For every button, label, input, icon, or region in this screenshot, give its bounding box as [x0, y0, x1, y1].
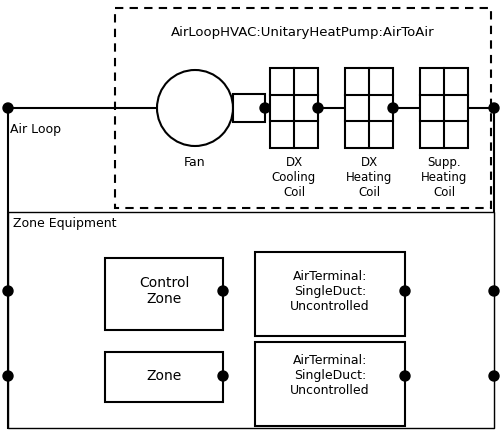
Circle shape	[3, 103, 13, 113]
Text: Fan: Fan	[184, 156, 205, 169]
Circle shape	[217, 286, 227, 296]
Circle shape	[313, 103, 322, 113]
Circle shape	[3, 286, 13, 296]
Circle shape	[217, 371, 227, 381]
Circle shape	[387, 103, 397, 113]
Bar	[115, 8, 490, 208]
Bar	[232, 94, 265, 122]
Circle shape	[260, 103, 270, 113]
Bar	[105, 258, 222, 330]
Bar	[105, 352, 222, 402]
Bar	[255, 342, 404, 426]
Text: AirTerminal:
SingleDuct:
Uncontrolled: AirTerminal: SingleDuct: Uncontrolled	[290, 355, 369, 398]
Text: Control
Zone: Control Zone	[139, 276, 189, 306]
Circle shape	[157, 70, 232, 146]
Circle shape	[399, 371, 409, 381]
Text: DX
Cooling
Coil: DX Cooling Coil	[272, 156, 316, 199]
Bar	[270, 68, 317, 148]
Circle shape	[488, 371, 498, 381]
Bar	[8, 212, 493, 428]
Bar	[255, 252, 404, 336]
Text: AirLoopHVAC:UnitaryHeatPump:AirToAir: AirLoopHVAC:UnitaryHeatPump:AirToAir	[171, 26, 434, 39]
Circle shape	[488, 286, 498, 296]
Text: Zone Equipment: Zone Equipment	[13, 217, 116, 230]
Circle shape	[488, 103, 498, 113]
Text: Air Loop: Air Loop	[10, 123, 61, 136]
Bar	[344, 68, 392, 148]
Text: Zone: Zone	[146, 369, 181, 383]
Text: Supp.
Heating
Coil: Supp. Heating Coil	[420, 156, 466, 199]
Circle shape	[3, 371, 13, 381]
Text: AirTerminal:
SingleDuct:
Uncontrolled: AirTerminal: SingleDuct: Uncontrolled	[290, 270, 369, 312]
Text: DX
Heating
Coil: DX Heating Coil	[345, 156, 391, 199]
Bar	[419, 68, 467, 148]
Circle shape	[399, 286, 409, 296]
